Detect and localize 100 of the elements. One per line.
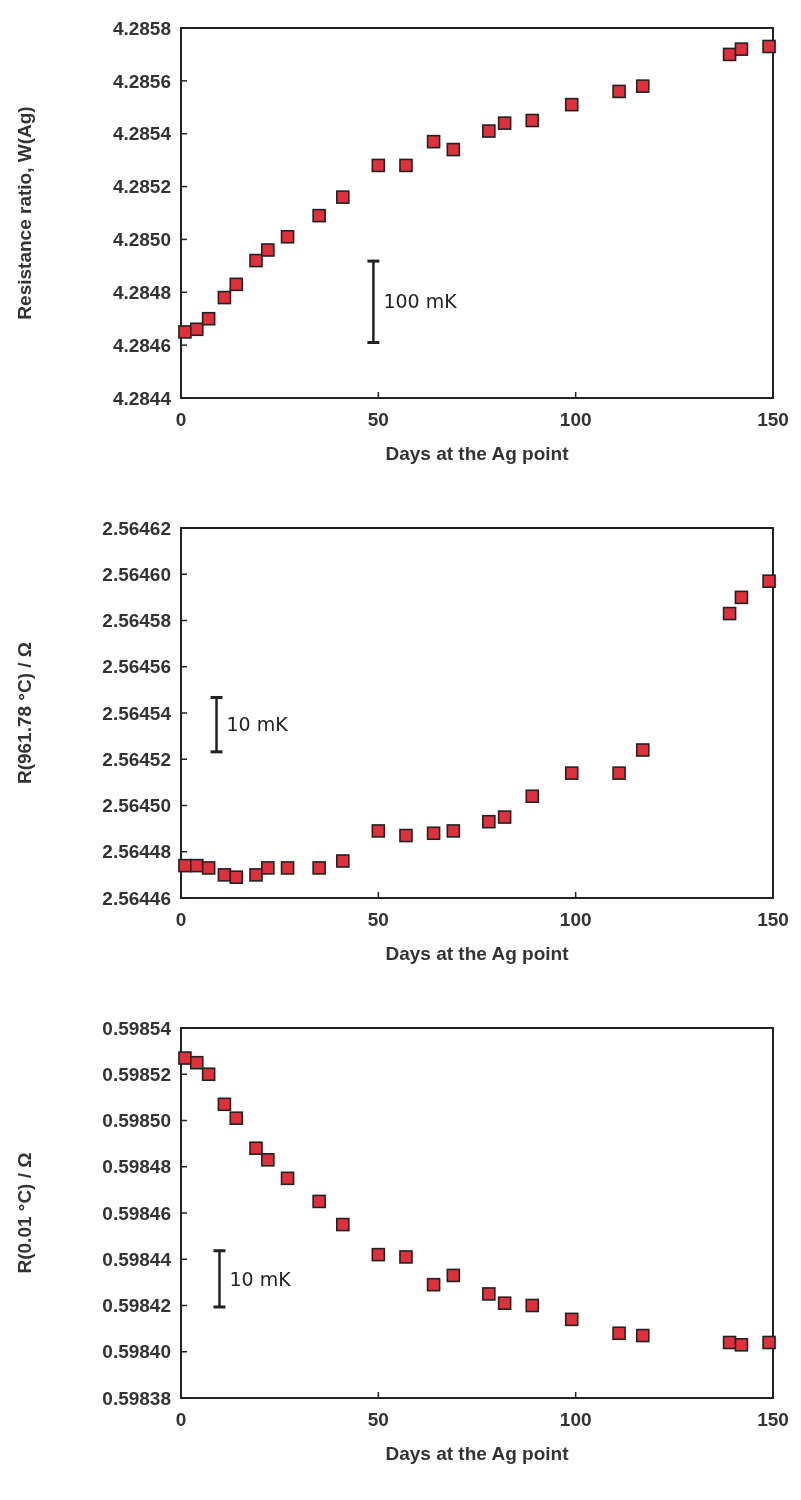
y-axis-title: R(961.78 °C) / Ω xyxy=(14,641,35,785)
y-tick-label: 0.59850 xyxy=(102,1110,171,1132)
point xyxy=(189,1055,204,1070)
point xyxy=(280,1171,295,1186)
x-axis-title: Days at the Ag point xyxy=(385,1443,570,1464)
point xyxy=(525,789,540,804)
y-tick-label: 0.59840 xyxy=(102,1341,171,1363)
y-tick-label: 0.59842 xyxy=(102,1295,171,1317)
y-axis-title: Resistance ratio, W(Ag) xyxy=(14,106,35,320)
point xyxy=(426,826,441,841)
point xyxy=(178,325,192,339)
y-tick-label: 4.2852 xyxy=(112,176,171,198)
point xyxy=(312,208,326,223)
point xyxy=(734,42,749,56)
y-tick-label: 2.56462 xyxy=(102,517,171,539)
point xyxy=(371,158,386,173)
y-tick-label: 0.59852 xyxy=(102,1063,171,1085)
annotation: 100 mK xyxy=(383,290,458,313)
y-tick-label: 0.59838 xyxy=(102,1387,171,1409)
point xyxy=(734,1338,749,1352)
point xyxy=(229,1111,244,1125)
x-tick-label: 150 xyxy=(757,909,789,930)
point xyxy=(482,814,496,829)
point xyxy=(482,1287,496,1301)
point xyxy=(261,861,275,875)
y-tick-label: 2.56446 xyxy=(102,887,171,909)
x-tick-label: 150 xyxy=(757,1409,789,1430)
x-tick-label: 0 xyxy=(175,1409,187,1430)
x-tick-label: 50 xyxy=(367,409,389,430)
point xyxy=(635,743,650,757)
point xyxy=(525,113,540,128)
x-tick-label: 100 xyxy=(559,909,592,930)
point xyxy=(371,1247,386,1262)
x-tick-label: 0 xyxy=(175,909,187,930)
point xyxy=(217,1097,232,1112)
y-tick-label: 4.2858 xyxy=(112,17,171,39)
point xyxy=(497,810,512,824)
x-tick-label: 50 xyxy=(367,909,389,930)
point xyxy=(525,1298,540,1313)
point xyxy=(612,766,626,780)
point xyxy=(635,79,650,93)
point xyxy=(612,84,626,99)
point xyxy=(762,574,776,588)
point xyxy=(762,39,776,54)
y-tick-label: 2.56452 xyxy=(102,748,171,770)
point xyxy=(280,861,295,875)
point xyxy=(249,253,263,268)
x-axis-title: Days at the Ag point xyxy=(385,943,570,964)
point xyxy=(446,824,461,838)
point xyxy=(201,1067,216,1082)
x-tick-label: 100 xyxy=(559,1409,592,1430)
point xyxy=(280,229,295,244)
y-tick-label: 4.2846 xyxy=(112,334,171,356)
y-axis-title: R(0.01 °C) / Ω xyxy=(14,1152,35,1274)
point xyxy=(336,1217,350,1232)
point xyxy=(201,311,216,326)
point xyxy=(497,1296,512,1310)
y-tick-label: 2.56448 xyxy=(102,841,171,863)
y-tick-label: 0.59848 xyxy=(102,1156,171,1178)
y-tick-label: 0.59846 xyxy=(102,1202,171,1224)
y-tick-label: 4.2850 xyxy=(112,229,171,251)
y-tick-label: 2.56460 xyxy=(102,563,171,585)
annotation: 10 mK xyxy=(229,1267,292,1290)
point xyxy=(336,854,350,868)
point xyxy=(371,824,386,838)
y-tick-label: 0.59854 xyxy=(102,1017,172,1039)
y-tick-label: 4.2848 xyxy=(112,281,171,303)
y-tick-label: 2.56454 xyxy=(102,702,172,724)
x-tick-label: 50 xyxy=(367,1409,389,1430)
point xyxy=(201,861,216,875)
point xyxy=(564,766,579,780)
point xyxy=(229,870,244,884)
point xyxy=(497,116,512,130)
point xyxy=(189,322,204,337)
point xyxy=(446,1268,461,1283)
point xyxy=(612,1326,626,1341)
point xyxy=(336,190,350,204)
point xyxy=(564,97,579,112)
y-tick-label: 4.2844 xyxy=(112,387,172,409)
point xyxy=(399,158,413,173)
x-tick-label: 0 xyxy=(175,409,187,430)
point xyxy=(261,1153,275,1167)
y-tick-label: 4.2854 xyxy=(112,123,172,145)
y-tick-label: 2.56458 xyxy=(102,610,171,632)
y-tick-label: 2.56450 xyxy=(102,795,171,817)
y-tick-label: 4.2856 xyxy=(112,70,171,92)
x-tick-label: 100 xyxy=(559,409,592,430)
point xyxy=(261,243,275,257)
x-axis-title: Days at the Ag point xyxy=(385,443,570,464)
point xyxy=(734,590,749,605)
point xyxy=(635,1328,650,1343)
point xyxy=(178,1051,192,1065)
point xyxy=(217,290,232,305)
point xyxy=(249,868,263,882)
y-tick-label: 2.56456 xyxy=(102,656,171,678)
point xyxy=(426,1277,441,1292)
point xyxy=(399,1250,413,1264)
point xyxy=(229,277,244,292)
point xyxy=(762,1335,776,1350)
point xyxy=(482,124,496,138)
